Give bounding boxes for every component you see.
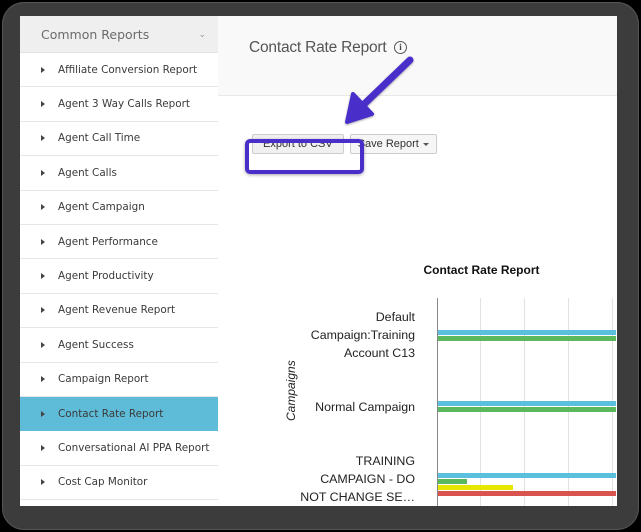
page-title: Contact Rate Report	[249, 39, 387, 56]
sidebar-items: Affiliate Conversion Report Agent 3 Way C…	[20, 53, 218, 501]
category-label-line: Account C13	[344, 346, 415, 360]
category-label-default: Default Campaign:Training Account C13	[311, 308, 415, 362]
caret-right-icon	[41, 169, 45, 176]
caret-right-icon	[41, 204, 45, 211]
caret-right-icon	[41, 444, 45, 451]
category-label-line: NOT CHANGE SE…	[300, 490, 415, 504]
chart-bar[interactable]	[438, 401, 616, 406]
sidebar-item-agent-success[interactable]: Agent Success	[20, 328, 218, 363]
sidebar-item-agent-3-way-calls-report[interactable]: Agent 3 Way Calls Report	[20, 87, 218, 122]
caret-right-icon	[41, 135, 45, 142]
report-toolbar: Export to CSV Save Report	[252, 134, 437, 154]
sidebar-item-label: Agent Call Time	[58, 132, 141, 145]
caret-right-icon	[41, 238, 45, 245]
sidebar-item-contact-rate-report[interactable]: Contact Rate Report	[20, 396, 218, 432]
chart-title: Contact Rate Report	[423, 263, 540, 277]
caret-down-icon	[422, 142, 429, 146]
category-label-line: Default	[375, 310, 415, 324]
annotation-highlight-box	[245, 139, 364, 174]
chart-bar[interactable]	[438, 336, 616, 341]
chart-bar[interactable]	[438, 407, 616, 412]
chevron-down-icon[interactable]: ⌄	[198, 28, 206, 39]
sidebar-item-agent-productivity[interactable]: Agent Productivity	[20, 259, 218, 294]
sidebar-item-label: Agent Campaign	[58, 201, 145, 214]
chart-y-axis-line	[437, 298, 438, 506]
info-icon[interactable]: i	[394, 41, 407, 54]
sidebar-item-label: Contact Rate Report	[58, 407, 164, 420]
sidebar: Common Reports ⌄ Affiliate Conversion Re…	[20, 16, 218, 506]
sidebar-item-cost-cap-monitor[interactable]: Cost Cap Monitor	[20, 466, 218, 501]
sidebar-item-label: Agent Success	[58, 338, 134, 351]
sidebar-item-agent-campaign[interactable]: Agent Campaign	[20, 191, 218, 225]
sidebar-item-agent-calls[interactable]: Agent Calls	[20, 156, 218, 191]
caret-right-icon	[41, 376, 45, 383]
caret-right-icon	[41, 410, 45, 417]
sidebar-item-label: Agent 3 Way Calls Report	[58, 98, 190, 111]
category-label-line: CAMPAIGN - DO	[320, 472, 415, 486]
category-label-line: Normal Campaign	[315, 400, 415, 414]
chart-bar[interactable]	[438, 485, 513, 490]
sidebar-item-label: Cost Cap Monitor	[58, 476, 148, 489]
chart-bar[interactable]	[438, 491, 616, 496]
sidebar-item-agent-performance[interactable]: Agent Performance	[20, 225, 218, 260]
sidebar-item-label: Affiliate Conversion Report	[58, 63, 198, 76]
caret-right-icon	[41, 341, 45, 348]
sidebar-item-agent-call-time[interactable]: Agent Call Time	[20, 122, 218, 157]
category-label-line: Campaign:Training	[310, 328, 415, 342]
page-header: Contact Rate Report i	[218, 16, 617, 96]
caret-right-icon	[41, 479, 45, 486]
chart-bar[interactable]	[438, 330, 616, 335]
sidebar-item-agent-revenue-report[interactable]: Agent Revenue Report	[20, 294, 218, 329]
caret-right-icon	[41, 307, 45, 314]
main-content: Contact Rate Report i Export to CSV Save…	[218, 16, 617, 506]
category-label-line: TRAINING	[355, 454, 415, 468]
caret-right-icon	[41, 66, 45, 73]
sidebar-item-label: Agent Performance	[58, 235, 158, 248]
sidebar-item-label: Agent Productivity	[58, 270, 154, 283]
sidebar-item-affiliate-conversion-report[interactable]: Affiliate Conversion Report	[20, 53, 218, 88]
sidebar-section-title: Common Reports	[41, 26, 150, 42]
caret-right-icon	[41, 273, 45, 280]
save-report-dropdown[interactable]: Save Report	[349, 134, 437, 154]
sidebar-section-common-reports[interactable]: Common Reports ⌄	[20, 16, 218, 53]
sidebar-item-campaign-report[interactable]: Campaign Report	[20, 363, 218, 397]
chart-bar[interactable]	[438, 479, 467, 484]
sidebar-item-label: Campaign Report	[58, 373, 149, 386]
chart-bar[interactable]	[438, 473, 616, 478]
caret-right-icon	[41, 101, 45, 108]
chart-plot-area	[437, 298, 617, 506]
app-window: Common Reports ⌄ Affiliate Conversion Re…	[20, 16, 617, 506]
sidebar-item-label: Agent Revenue Report	[58, 304, 176, 317]
save-report-label: Save Report	[357, 138, 419, 150]
sidebar-item-label: Agent Calls	[58, 166, 117, 179]
category-label-training-campaign: TRAINING CAMPAIGN - DO NOT CHANGE SE…	[300, 452, 415, 506]
sidebar-item-label: Conversational AI PPA Report	[58, 441, 210, 454]
category-label-normal-campaign: Normal Campaign	[315, 398, 415, 416]
annotation-arrow-icon	[345, 56, 414, 124]
sidebar-item-conversational-ai-ppa-report[interactable]: Conversational AI PPA Report	[20, 431, 218, 466]
